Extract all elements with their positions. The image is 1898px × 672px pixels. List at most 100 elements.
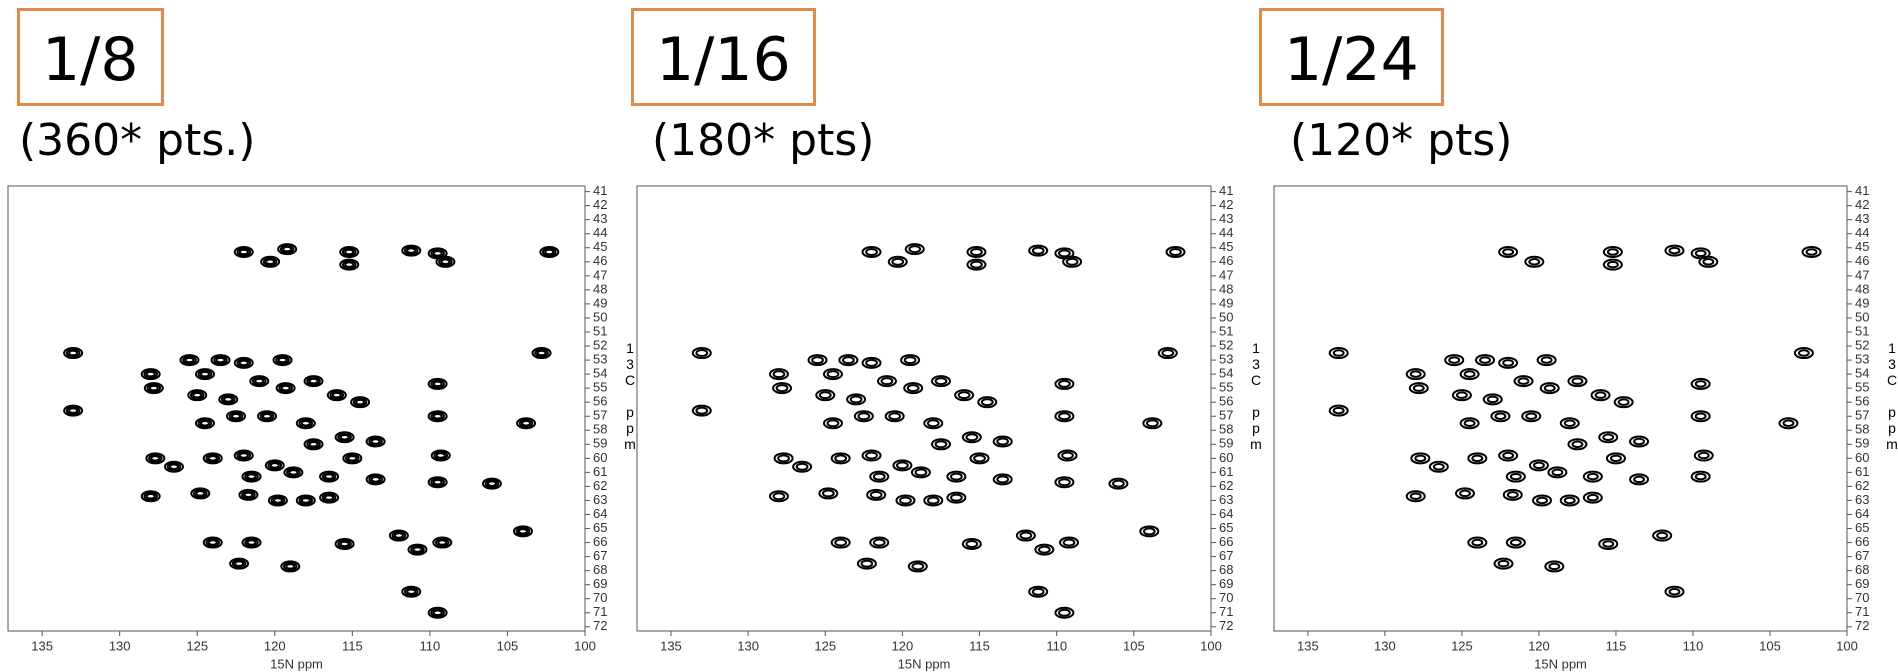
- x-tick-label: 110: [1683, 638, 1704, 653]
- contour: [1061, 451, 1074, 460]
- contour: [926, 496, 940, 505]
- contour: [1494, 412, 1507, 420]
- peak: [233, 245, 254, 258]
- contour: [880, 377, 894, 386]
- peak: [1547, 466, 1568, 479]
- contour: [308, 441, 319, 448]
- contour: [202, 536, 223, 549]
- contour: [324, 494, 335, 501]
- contour: [777, 454, 790, 463]
- contour: [275, 382, 296, 395]
- contour: [521, 419, 532, 427]
- contour: [345, 453, 360, 463]
- contour: [182, 355, 197, 365]
- contour: [193, 488, 208, 498]
- y-tick-label: 56: [1219, 394, 1233, 409]
- contour: [1142, 417, 1163, 430]
- contour: [1698, 255, 1719, 268]
- contour: [1490, 410, 1511, 423]
- contour: [1586, 472, 1599, 481]
- contour: [834, 454, 848, 463]
- contour: [887, 255, 908, 268]
- contour: [691, 347, 712, 360]
- y-tick-label: 48: [1219, 281, 1233, 296]
- contour: [1451, 389, 1472, 402]
- contour: [236, 247, 252, 257]
- contour: [1058, 379, 1071, 388]
- contour: [869, 490, 883, 499]
- contour: [145, 492, 156, 500]
- contour: [334, 431, 355, 444]
- contour: [1165, 245, 1186, 258]
- contour: [865, 451, 878, 460]
- contour: [895, 494, 916, 507]
- contour: [1459, 368, 1480, 381]
- contour: [430, 248, 445, 258]
- peak: [1544, 560, 1565, 573]
- peak: [1693, 449, 1714, 462]
- y-tick-label: 59: [1219, 436, 1233, 451]
- contour: [205, 453, 221, 463]
- contour: [430, 379, 445, 389]
- peak: [1690, 377, 1711, 390]
- contour: [339, 540, 350, 548]
- contour: [1582, 491, 1603, 504]
- peak: [1475, 354, 1496, 367]
- contour: [321, 472, 337, 482]
- peak: [930, 438, 951, 451]
- contour: [1548, 562, 1561, 571]
- peak: [1459, 368, 1480, 381]
- contour: [888, 412, 902, 421]
- panel-title: 1/24: [1259, 8, 1444, 106]
- x-tick-label: 125: [186, 638, 208, 653]
- contour: [1463, 419, 1476, 427]
- peak: [1690, 470, 1711, 483]
- contour: [1633, 475, 1646, 484]
- contour: [1571, 377, 1584, 385]
- peak: [895, 494, 916, 507]
- contour: [1475, 354, 1496, 367]
- contour: [1602, 245, 1623, 258]
- contour: [1498, 245, 1519, 258]
- peak: [339, 245, 360, 258]
- peak: [772, 382, 793, 395]
- contour: [822, 368, 843, 381]
- peak: [856, 557, 877, 570]
- contour: [275, 355, 290, 365]
- x-tick-label: 105: [497, 638, 519, 653]
- x-tick-label: 135: [660, 638, 682, 653]
- peak: [303, 375, 324, 388]
- contour: [818, 487, 839, 500]
- contour: [344, 248, 355, 256]
- y-tick-label: 69: [593, 576, 607, 591]
- contour: [236, 451, 252, 461]
- contour: [1539, 382, 1560, 395]
- y-tick-label: 50: [1219, 309, 1233, 324]
- contour: [1409, 492, 1422, 500]
- contour: [1467, 536, 1488, 549]
- contour: [279, 244, 295, 254]
- x-tick-label: 125: [814, 638, 836, 653]
- y-tick-label: 59: [1855, 436, 1869, 451]
- peak: [1590, 389, 1611, 402]
- y-tick-label: 68: [593, 562, 607, 577]
- contour: [903, 356, 917, 365]
- y-tick-label: 72: [593, 618, 607, 633]
- contour: [244, 472, 259, 482]
- y-tick-label: 54: [1855, 366, 1869, 381]
- peak: [1502, 488, 1523, 501]
- peak: [1405, 368, 1426, 381]
- contour: [432, 536, 453, 549]
- contour: [145, 452, 166, 465]
- peak: [1521, 410, 1542, 423]
- peak: [145, 452, 166, 465]
- contour: [992, 435, 1013, 448]
- contour: [1532, 494, 1553, 507]
- contour: [190, 487, 211, 500]
- contour: [876, 375, 897, 388]
- contour: [1112, 479, 1125, 488]
- contour: [368, 436, 383, 446]
- contour: [432, 380, 443, 388]
- contour: [1028, 244, 1049, 257]
